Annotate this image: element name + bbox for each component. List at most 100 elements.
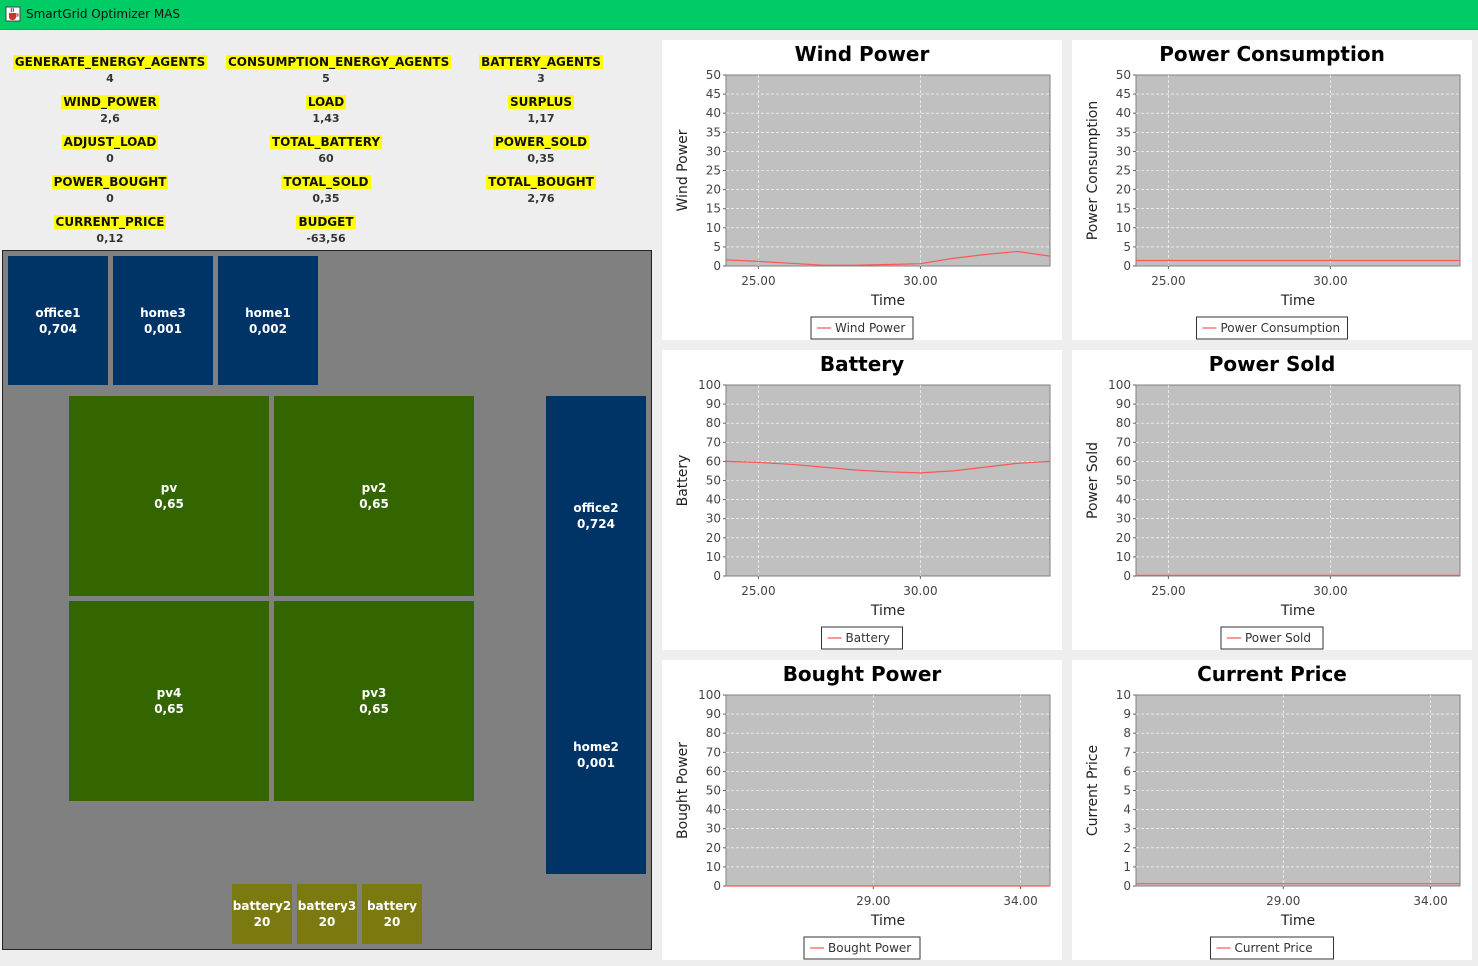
y-tick-label: 40 [706,803,721,817]
window-title: SmartGrid Optimizer MAS [26,7,181,21]
x-axis-label: Time [1280,293,1315,309]
stat-generate-energy-agents: GENERATE_ENERGY_AGENTS 4 [10,51,210,85]
chart-svg: Battery 0 10 20 30 40 50 60 70 80 90 100 25.00 30.00 T… [675,352,1051,650]
x-tick-label: 30.00 [1313,274,1347,288]
y-tick-label: 20 [706,183,721,197]
stat-label: BUDGET [296,215,356,229]
y-tick-label: 35 [1116,125,1131,139]
title-bar: SmartGrid Optimizer MAS [0,0,1478,30]
y-tick-label: 10 [706,221,721,235]
stat-wind-power: WIND_POWER 2,6 [10,91,210,125]
y-tick-label: 25 [706,164,721,178]
y-tick-label: 10 [1116,221,1131,235]
agent-home1[interactable]: home1 0,002 [218,256,318,385]
y-tick-label: 40 [1116,493,1131,507]
y-tick-label: 10 [706,860,721,874]
agent-battery3[interactable]: battery3 20 [297,884,357,944]
legend-box [1220,626,1324,650]
stat-label: POWER_BOUGHT [51,175,169,189]
chart-svg: Wind Power 0 5 10 15 20 25 30 35 40 45 50 25.00 30.00… [675,42,1051,340]
stat-label: CURRENT_PRICE [53,215,167,229]
stat-value: 0 [106,192,114,205]
agent-home3[interactable]: home3 0,001 [113,256,213,385]
x-tick-label: 25.00 [741,584,775,598]
legend-label: Battery [846,631,890,645]
y-tick-label: 80 [706,726,721,740]
y-tick-label: 90 [706,707,721,721]
y-tick-label: 0 [1123,879,1131,893]
agent-battery[interactable]: battery 20 [362,884,422,944]
legend-label: Bought Power [828,941,911,955]
chart-current-price: Current Price 0 1 2 3 4 5 6 7 8 9 10 29.00 34.00 Time C… [1072,660,1472,960]
agent-name: office1 [35,305,81,320]
stat-label: BATTERY_AGENTS [479,55,603,69]
y-tick-label: 30 [706,144,721,158]
stat-budget: BUDGET -63,56 [226,211,426,245]
agent-office2[interactable]: office2 0,724 [546,396,646,635]
legend-box [1210,936,1334,960]
y-tick-label: 90 [706,397,721,411]
stat-load: LOAD 1,43 [226,91,426,125]
y-tick-label: 2 [1123,841,1131,855]
legend-label: Current Price [1235,941,1313,955]
y-tick-label: 25 [1116,164,1131,178]
stat-surplus: SURPLUS 1,17 [441,91,641,125]
agent-home2[interactable]: home2 0,001 [546,635,646,874]
y-tick-label: 70 [1116,435,1131,449]
agent-name: office2 [573,500,619,515]
y-tick-label: 15 [706,202,721,216]
y-tick-label: 30 [1116,144,1131,158]
chart-title: Battery [820,352,904,376]
stat-value: 3 [537,72,545,85]
stat-value: 0,35 [527,152,555,165]
stat-label: LOAD [305,95,347,109]
chart-svg: Current Price 0 1 2 3 4 5 6 7 8 9 10 29.00 34.00 Time C… [1085,662,1461,960]
stat-total-battery: TOTAL_BATTERY 60 [226,131,426,165]
agent-pv2[interactable]: pv2 0,65 [274,396,474,596]
agent-pv3[interactable]: pv3 0,65 [274,601,474,801]
agent-value: 0,724 [577,516,615,531]
y-tick-label: 0 [713,569,721,583]
agent-pv4[interactable]: pv4 0,65 [69,601,269,801]
y-tick-label: 80 [706,416,721,430]
legend-box [810,316,914,340]
y-tick-label: 10 [706,550,721,564]
stat-value: 60 [318,152,334,165]
agent-value: 0,65 [154,497,184,511]
y-tick-label: 7 [1123,745,1131,759]
legend-label: Power Consumption [1221,321,1341,335]
x-tick-label: 25.00 [741,274,775,288]
stat-value: 1,17 [527,112,555,125]
y-tick-label: 60 [706,764,721,778]
x-tick-label: 29.00 [856,894,890,908]
y-axis-label: Current Price [1085,745,1101,836]
legend-box [821,626,903,650]
stat-label: TOTAL_BOUGHT [486,175,596,189]
agent-name: pv3 [361,686,387,700]
agent-pv[interactable]: pv 0,65 [69,396,269,596]
y-axis-label: Power Consumption [1085,101,1101,241]
stat-value: 1,43 [312,112,340,125]
y-tick-label: 35 [706,125,721,139]
chart-title: Power Consumption [1159,42,1385,66]
chart-bought-power: Bought Power 0 10 20 30 40 50 60 70 80 90 100 29.00 3… [662,660,1062,960]
stat-label: TOTAL_BATTERY [269,135,383,149]
agent-value: 0,65 [359,702,389,716]
agent-value: 0,65 [154,702,184,716]
chart-title: Wind Power [795,42,930,66]
agent-office1[interactable]: office1 0,704 [8,256,108,385]
y-tick-label: 3 [1123,822,1131,836]
y-tick-label: 50 [706,68,721,82]
stat-power-bought: POWER_BOUGHT 0 [10,171,210,205]
y-tick-label: 45 [1116,87,1131,101]
legend-box [803,936,921,960]
java-cup-icon [5,6,21,22]
y-tick-label: 15 [1116,202,1131,216]
agent-name: home2 [573,739,619,754]
y-tick-label: 5 [1123,784,1131,798]
agent-name: home1 [245,305,291,320]
x-tick-label: 25.00 [1151,274,1185,288]
x-axis-label: Time [870,913,905,929]
agent-battery2[interactable]: battery2 20 [232,884,292,944]
chart-wind-power: Wind Power 0 5 10 15 20 25 30 35 40 45 50 25.00 30.00… [662,40,1062,340]
